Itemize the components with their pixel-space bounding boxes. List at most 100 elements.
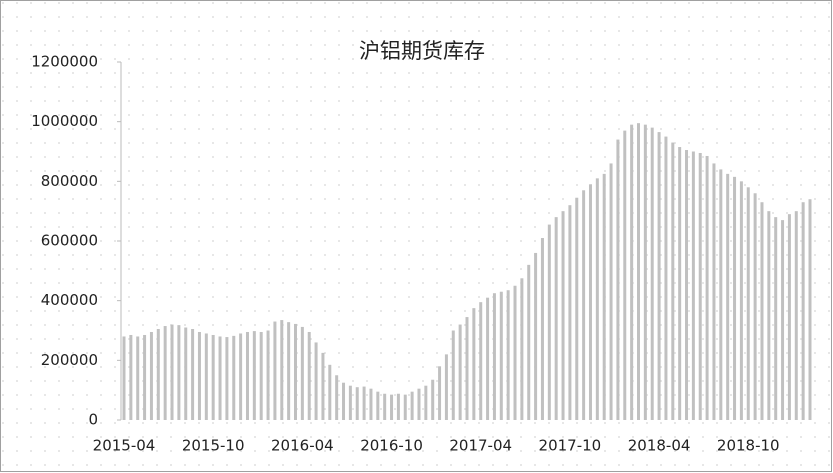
bar: [575, 197, 579, 420]
bar: [266, 330, 270, 420]
bar: [177, 325, 181, 420]
bar: [733, 176, 737, 420]
bar: [657, 132, 661, 420]
bar: [664, 136, 668, 421]
bar: [369, 388, 373, 420]
bar: [746, 187, 750, 420]
bar: [547, 224, 551, 420]
bar: [149, 331, 153, 420]
y-tick-label: 400000: [41, 291, 98, 309]
bar: [808, 199, 812, 420]
bar: [410, 391, 414, 420]
bar: [678, 147, 682, 420]
bar: [294, 323, 297, 420]
bar: [506, 290, 510, 420]
bar: [451, 330, 455, 420]
bar: [287, 322, 291, 420]
bar: [513, 285, 517, 420]
bar: [259, 331, 263, 420]
x-tick-label: 2018-10: [717, 437, 780, 455]
bar: [801, 202, 805, 420]
bar: [163, 326, 167, 420]
bar: [252, 331, 256, 420]
y-tick-label: 1200000: [31, 53, 98, 71]
bar: [623, 130, 627, 420]
bar: [787, 214, 791, 420]
bar: [705, 155, 709, 420]
bar: [643, 124, 647, 421]
bar: [396, 393, 400, 420]
bar: [239, 333, 243, 420]
bar: [499, 291, 503, 420]
bar: [136, 336, 140, 420]
y-tick-label: 1000000: [31, 112, 98, 130]
bar: [321, 352, 325, 420]
bar: [376, 391, 380, 420]
x-tick-label: 2015-10: [182, 437, 245, 455]
bar: [609, 163, 613, 420]
bar: [582, 190, 586, 420]
bar: [204, 333, 208, 420]
bar: [328, 364, 332, 420]
bar: [520, 278, 524, 420]
bar: [403, 394, 407, 420]
chart-title: 沪铝期货库存: [359, 39, 485, 63]
bar: [245, 331, 249, 420]
bar: [479, 302, 483, 420]
y-tick-label: 800000: [41, 172, 98, 190]
bar: [534, 252, 538, 420]
bar: [335, 375, 339, 420]
bar: [540, 238, 544, 420]
x-tick-label: 2015-04: [93, 437, 156, 455]
bar: [760, 202, 764, 420]
bar: [637, 123, 640, 421]
bar: [143, 334, 147, 420]
bar: [794, 211, 798, 420]
bar: [362, 386, 366, 420]
bar: [465, 317, 469, 420]
bar: [424, 385, 428, 420]
bar: [568, 205, 572, 420]
bar: [739, 181, 743, 420]
bar: [561, 211, 565, 420]
x-tick-label: 2017-04: [449, 437, 512, 455]
bar: [472, 308, 476, 420]
bar: [767, 211, 771, 420]
x-tick-label: 2018-04: [628, 437, 691, 455]
bar: [232, 335, 236, 420]
bar: [719, 169, 723, 420]
bar: [129, 334, 133, 420]
bar: [307, 331, 311, 420]
x-tick-label: 2016-04: [271, 437, 334, 455]
bar: [753, 193, 757, 420]
bar: [671, 142, 675, 421]
bar: [685, 150, 689, 420]
bar: [650, 127, 654, 420]
bar: [712, 163, 716, 420]
bar: [342, 382, 346, 420]
bar: [314, 342, 318, 420]
bar: [588, 184, 592, 420]
x-tick-label: 2017-10: [539, 437, 602, 455]
bar: [698, 152, 702, 420]
bar: [438, 366, 442, 420]
bar: [492, 293, 496, 420]
bar: [781, 220, 785, 420]
bar: [616, 139, 620, 421]
bar: [156, 329, 160, 420]
bar: [630, 124, 634, 421]
bar: [273, 321, 277, 420]
bar: [348, 385, 352, 420]
bar: [211, 334, 215, 420]
bar: [122, 336, 126, 420]
bar: [197, 331, 201, 420]
bar: [170, 324, 174, 420]
y-tick-label: 200000: [41, 351, 98, 369]
bar: [486, 297, 490, 420]
bar: [774, 217, 778, 420]
bar: [527, 264, 531, 420]
bar: [300, 326, 304, 420]
bar: [355, 387, 359, 420]
bar: [691, 151, 695, 420]
